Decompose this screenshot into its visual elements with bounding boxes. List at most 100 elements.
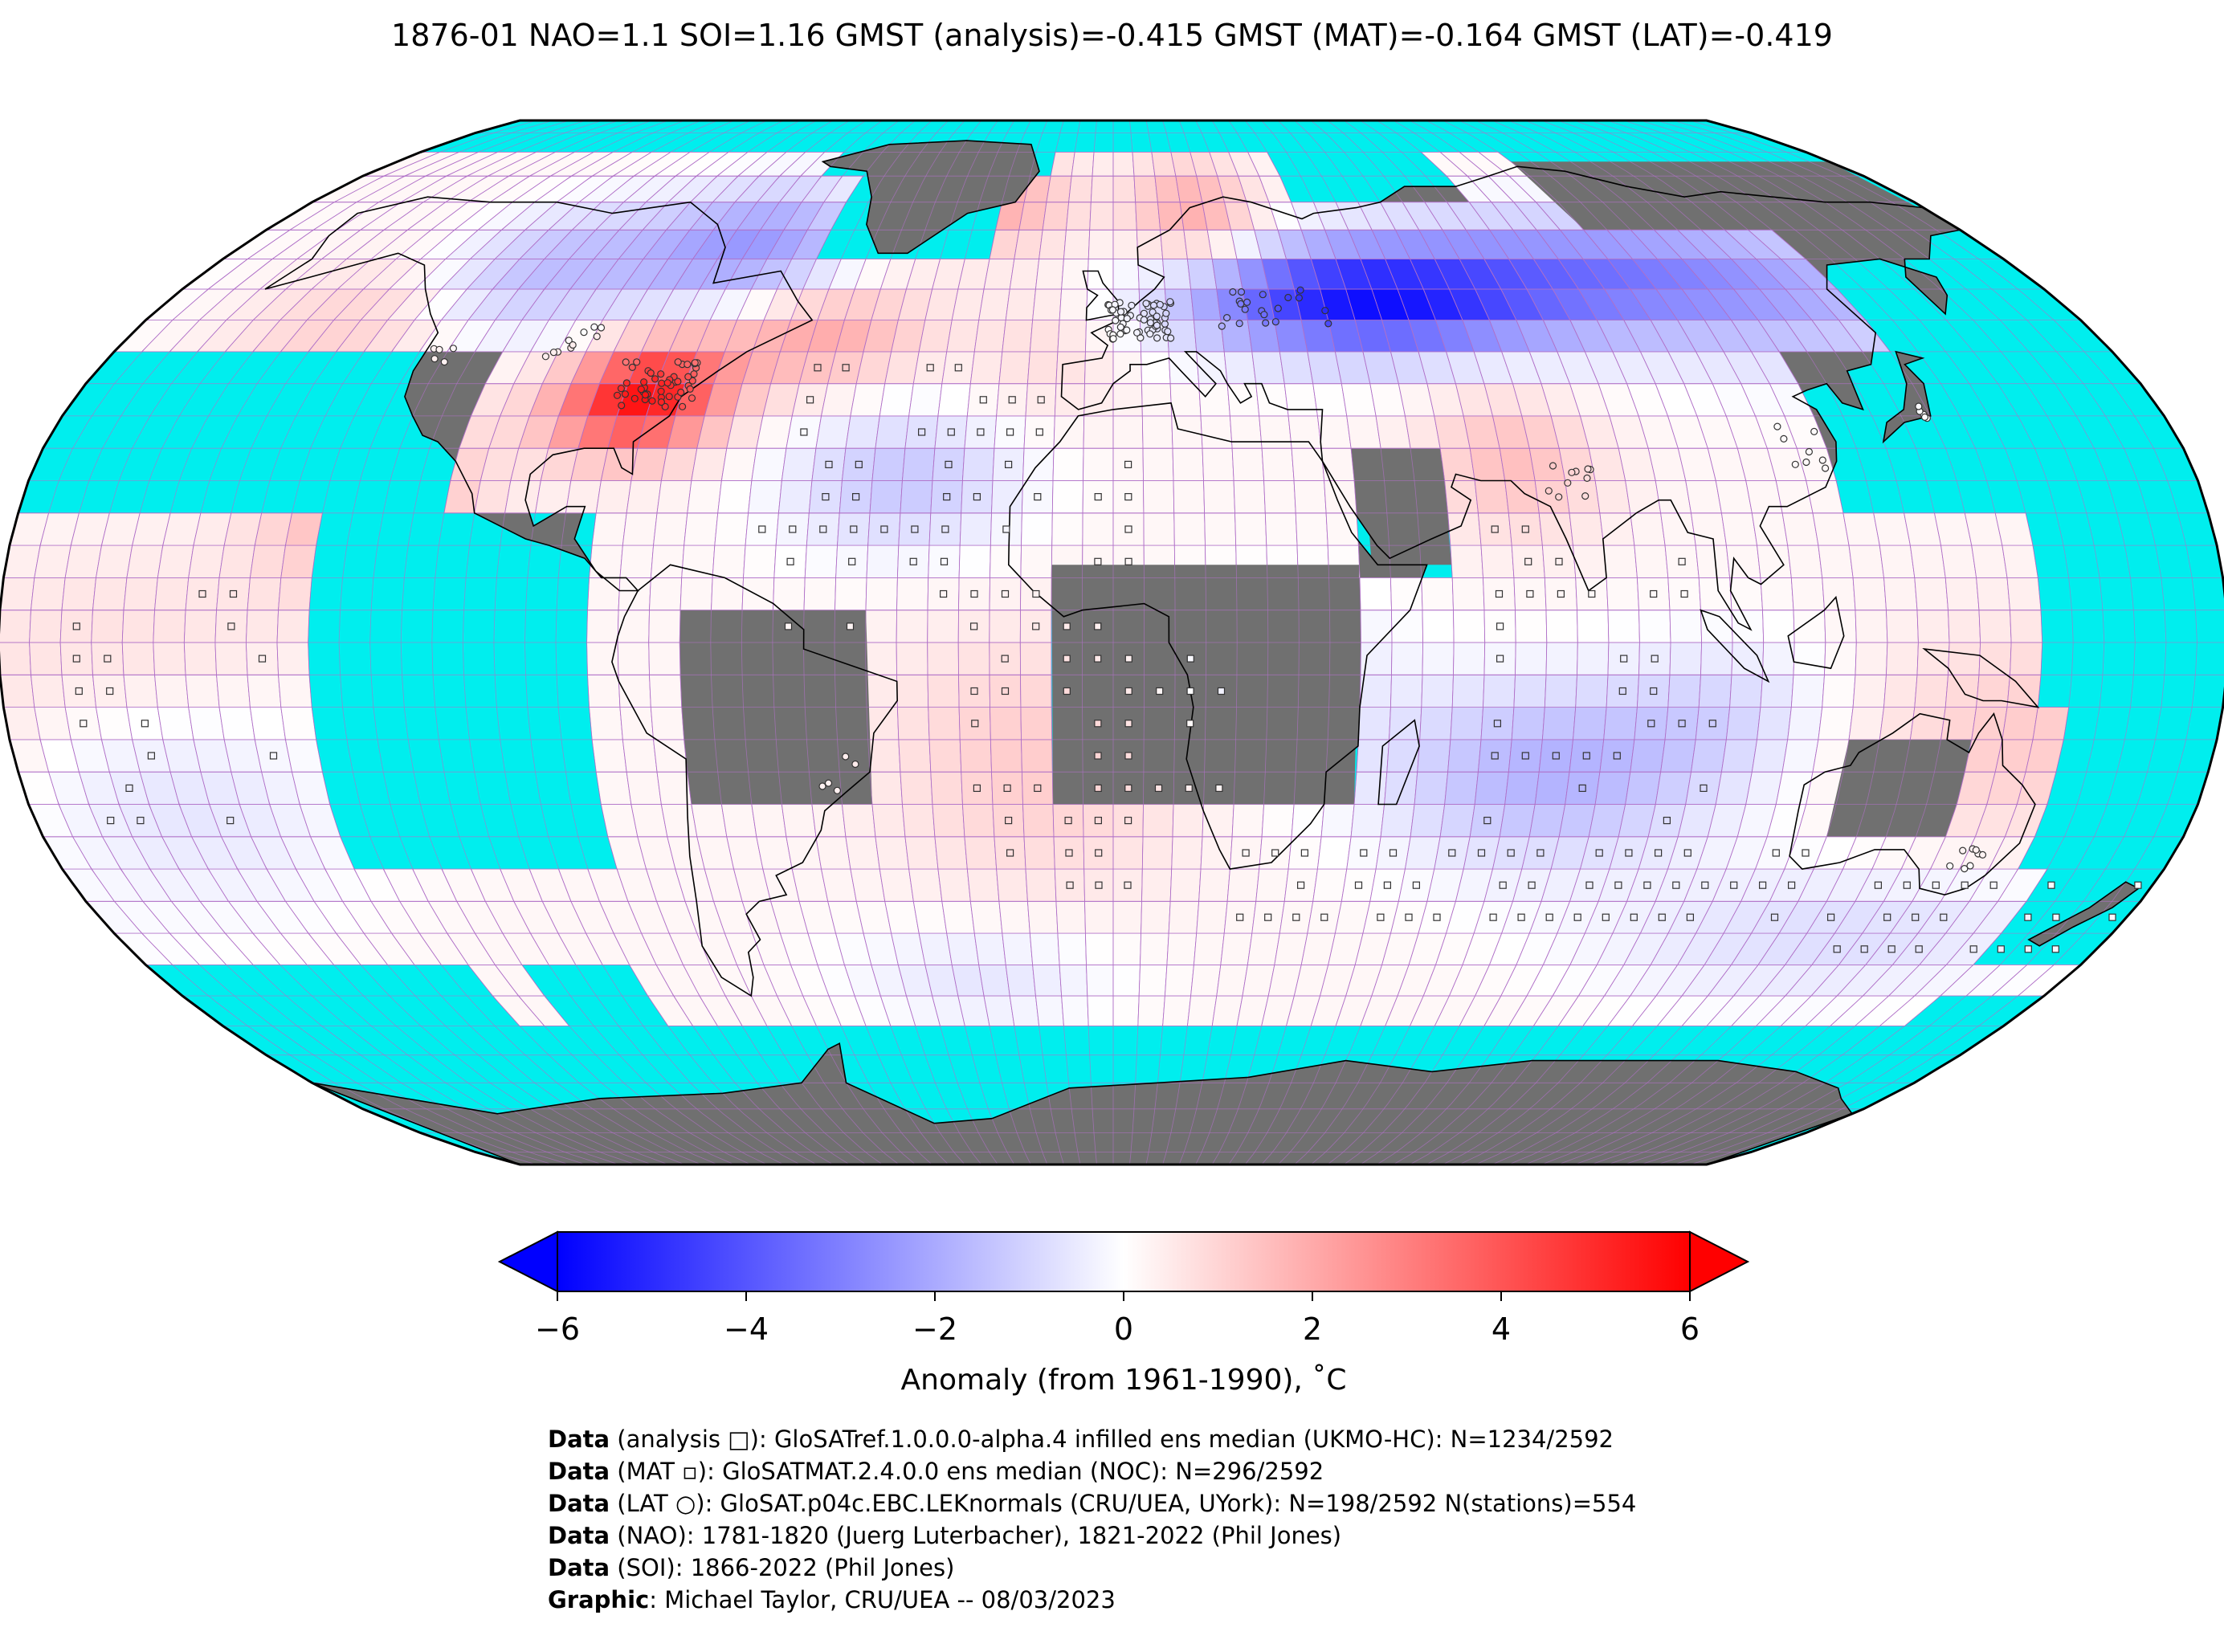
marine-obs-marker bbox=[1521, 525, 1529, 533]
colorbar-tick-label: 6 bbox=[1680, 1311, 1700, 1347]
marine-obs-marker bbox=[1094, 752, 1102, 760]
land-station-marker bbox=[1108, 306, 1117, 314]
colorbar-label: Anomaly (from 1961-1990), ˚C bbox=[901, 1364, 1347, 1397]
credit-line-text: : Michael Taylor, CRU/UEA -- 08/03/2023 bbox=[649, 1586, 1116, 1613]
marine-obs-marker bbox=[1035, 428, 1043, 436]
marine-obs-marker bbox=[1063, 687, 1071, 695]
marine-obs-marker bbox=[75, 687, 83, 695]
land-station-marker bbox=[1295, 294, 1304, 302]
marine-obs-marker bbox=[1496, 622, 1504, 630]
land-station-marker bbox=[541, 353, 550, 361]
coastline-africa bbox=[1007, 402, 1428, 870]
marine-obs-marker bbox=[1124, 460, 1132, 469]
marine-obs-marker bbox=[941, 525, 949, 533]
marine-obs-marker bbox=[1620, 655, 1628, 663]
land-station-marker bbox=[1149, 301, 1158, 309]
marine-obs-marker bbox=[226, 816, 235, 825]
marine-obs-marker bbox=[1650, 687, 1658, 695]
land-station-marker bbox=[678, 402, 687, 410]
land-station-marker bbox=[688, 394, 696, 402]
graticule-meridian bbox=[1244, 120, 1361, 1165]
marine-obs-marker bbox=[269, 752, 278, 760]
land-station-marker bbox=[657, 398, 666, 406]
marine-obs-marker bbox=[825, 460, 833, 469]
land-station-marker bbox=[684, 373, 692, 381]
land-station-marker bbox=[613, 391, 622, 399]
marine-obs-marker bbox=[814, 364, 822, 372]
marine-obs-marker bbox=[227, 622, 235, 630]
graticule-meridian bbox=[431, 120, 751, 1165]
land-station-marker bbox=[1109, 335, 1117, 343]
colorbar-tick-label: 4 bbox=[1492, 1311, 1511, 1347]
marine-obs-marker bbox=[2024, 913, 2032, 921]
coastline-new-zealand bbox=[2027, 881, 2140, 947]
marine-obs-marker bbox=[1296, 881, 1305, 889]
marine-obs-marker bbox=[1802, 849, 1810, 857]
marine-obs-marker bbox=[1271, 849, 1279, 857]
land-station-marker bbox=[1222, 314, 1231, 322]
land-station-marker bbox=[690, 370, 698, 378]
land-nodata-greenland bbox=[822, 141, 1039, 254]
land-station-marker bbox=[593, 332, 601, 341]
marine-obs-marker bbox=[1405, 913, 1413, 921]
marine-obs-marker bbox=[1630, 913, 1638, 921]
marine-obs-marker bbox=[1557, 589, 1565, 598]
land-station-marker bbox=[1946, 862, 1954, 870]
marine-obs-marker bbox=[80, 720, 88, 728]
coastline-greenland bbox=[821, 140, 1040, 255]
marine-obs-marker bbox=[1833, 945, 1841, 953]
coastline-south-america bbox=[611, 564, 899, 997]
graticule-meridian bbox=[1327, 120, 1516, 1165]
marine-obs-marker bbox=[1602, 913, 1610, 921]
land-station-marker bbox=[617, 385, 626, 393]
marine-obs-marker bbox=[970, 687, 978, 695]
marine-obs-marker bbox=[1377, 913, 1385, 921]
colorbar-extend-min bbox=[497, 1230, 558, 1293]
land-station-marker bbox=[1780, 434, 1788, 443]
marine-obs-marker bbox=[1680, 589, 1688, 598]
marine-obs-marker bbox=[1555, 557, 1563, 565]
marine-obs-marker bbox=[1489, 913, 1497, 921]
land-station-marker bbox=[651, 375, 659, 383]
marine-obs-marker bbox=[1063, 655, 1071, 663]
marine-obs-marker bbox=[979, 396, 987, 404]
land-station-marker bbox=[1164, 328, 1172, 336]
land-station-marker bbox=[1296, 286, 1304, 294]
marine-obs-marker bbox=[1008, 396, 1016, 404]
marine-obs-marker bbox=[1585, 881, 1594, 889]
credit-line: Graphic: Michael Taylor, CRU/UEA -- 08/0… bbox=[548, 1584, 1636, 1616]
land-station-marker bbox=[647, 369, 655, 377]
marine-obs-marker bbox=[1759, 881, 1767, 889]
marine-obs-marker bbox=[1650, 589, 1658, 598]
marine-obs-marker bbox=[786, 557, 794, 565]
graticule-meridian bbox=[1475, 120, 1795, 1165]
colorbar-extend-max bbox=[1689, 1230, 1750, 1293]
land-station-marker bbox=[1218, 322, 1226, 330]
marine-obs-marker bbox=[1064, 816, 1072, 825]
marine-obs-marker bbox=[1552, 752, 1560, 760]
credit-line-text: (SOI): 1866-2022 (Phil Jones) bbox=[610, 1554, 955, 1581]
land-station-marker bbox=[657, 370, 665, 378]
marine-obs-marker bbox=[1932, 881, 1940, 889]
marine-obs-marker bbox=[784, 622, 793, 630]
marine-obs-marker bbox=[1003, 784, 1011, 793]
graticule-meridian bbox=[1344, 120, 1548, 1165]
marine-obs-marker bbox=[1651, 655, 1659, 663]
credit-line-text: (analysis □): GloSATref.1.0.0.0-alpha.4 … bbox=[610, 1426, 1614, 1453]
marine-obs-marker bbox=[973, 784, 981, 793]
marine-obs-marker bbox=[1037, 396, 1045, 404]
land-station-marker bbox=[674, 377, 682, 385]
land-station-marker bbox=[1959, 846, 1967, 855]
marine-obs-marker bbox=[1094, 720, 1102, 728]
land-station-marker bbox=[431, 355, 439, 363]
land-station-marker bbox=[1545, 487, 1553, 495]
marine-obs-marker bbox=[1242, 849, 1250, 857]
marine-obs-marker bbox=[800, 428, 808, 436]
marine-obs-marker bbox=[1483, 816, 1492, 825]
land-station-marker bbox=[622, 358, 630, 366]
land-station-marker bbox=[1584, 465, 1592, 473]
graticule-meridian bbox=[1393, 120, 1640, 1165]
graticule-meridian bbox=[555, 120, 817, 1165]
marine-obs-marker bbox=[1124, 492, 1132, 501]
marine-obs-marker bbox=[1493, 720, 1502, 728]
